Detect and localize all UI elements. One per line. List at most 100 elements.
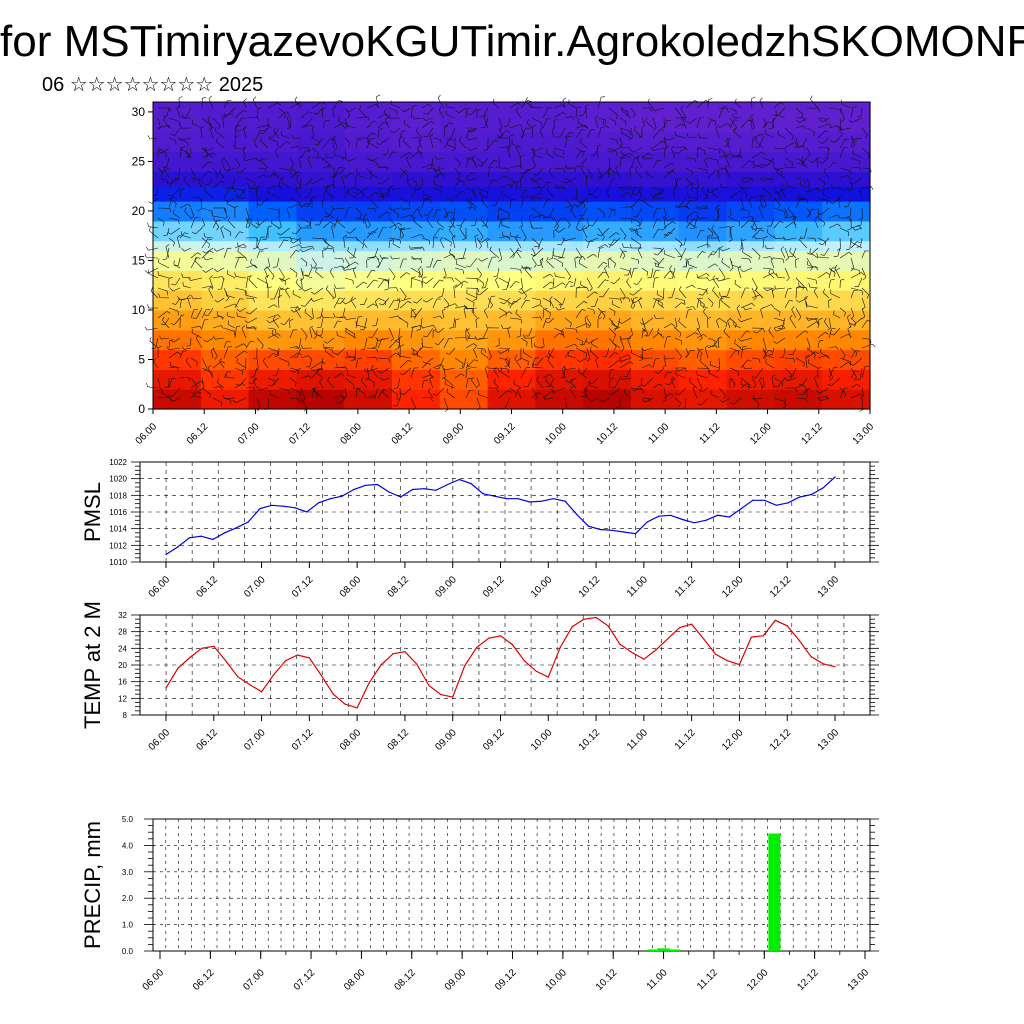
- wind-barb-flag: [433, 328, 438, 331]
- wind-barb-flag: [641, 124, 645, 129]
- wind-barb: [638, 188, 643, 199]
- wind-barb: [300, 245, 313, 249]
- wind-barb: [234, 350, 245, 359]
- wind-barb: [568, 103, 577, 109]
- wind-barb: [817, 319, 820, 329]
- wind-barb: [795, 145, 804, 149]
- wind-barb: [501, 224, 511, 229]
- wind-barb-flag: [295, 171, 297, 176]
- wind-barb-flag: [416, 208, 421, 211]
- pmsl-point: [775, 504, 777, 506]
- wind-barb: [334, 316, 346, 319]
- temp-point: [476, 646, 478, 649]
- wind-barb-flag: [594, 291, 598, 294]
- wind-barb-flag: [532, 173, 537, 176]
- wind-barb-flag: [339, 297, 344, 299]
- wind-barb: [624, 392, 632, 399]
- wind-barb-flag: [408, 245, 412, 250]
- wind-barb: [355, 207, 362, 215]
- wind-barb-flag: [312, 246, 315, 250]
- wind-barb: [483, 117, 489, 129]
- wind-barb: [608, 169, 610, 179]
- wind-barb-flag: [788, 300, 793, 302]
- wind-barb-flag: [220, 225, 224, 229]
- wind-barb-flag: [198, 196, 202, 201]
- wind-barb-flag: [401, 227, 406, 230]
- wind-barb: [421, 325, 434, 329]
- wind-barb-flag: [248, 382, 253, 385]
- wind-barb: [850, 393, 862, 399]
- wind-barb-flag: [209, 275, 213, 279]
- wind-barb-flag: [463, 280, 468, 284]
- wind-barb-flag: [421, 342, 423, 347]
- wind-barb-flag: [459, 137, 462, 141]
- wind-barb-flag: [663, 136, 667, 141]
- wind-barb-flag: [221, 157, 225, 161]
- wind-barb-flag: [798, 383, 803, 386]
- wind-barb: [793, 218, 797, 229]
- wind-barb-flag: [357, 139, 362, 141]
- wind-barb-flag: [631, 300, 635, 303]
- wind-barb-flag: [472, 298, 477, 301]
- wind-barb-flag: [818, 108, 821, 113]
- wind-barb-flag: [333, 175, 338, 178]
- wind-barb: [235, 276, 247, 279]
- wind-barb: [608, 137, 617, 141]
- wind-barb-flag: [332, 296, 336, 300]
- wind-barb-flag: [752, 138, 757, 140]
- wind-barb-flag: [679, 286, 682, 290]
- wind-barb: [507, 147, 511, 159]
- wind-barb-flag: [400, 392, 405, 395]
- wind-barb-flag: [178, 220, 180, 225]
- wind-barb-flag: [236, 308, 240, 312]
- heatmap-cell: [153, 151, 202, 172]
- wind-barb: [751, 247, 761, 257]
- wind-barb-flag: [684, 146, 688, 151]
- precip-ytick-label: 2.0: [122, 894, 134, 903]
- wind-barb: [773, 257, 784, 260]
- precip-xtick-label: 09.00: [443, 967, 469, 993]
- wind-barb-flag: [192, 317, 197, 319]
- wind-barb: [289, 197, 301, 203]
- wind-barb-flag: [539, 316, 543, 321]
- wind-barb: [655, 266, 665, 269]
- wind-barb-flag: [562, 237, 566, 241]
- wind-barb: [795, 177, 805, 181]
- wind-barb-flag: [362, 244, 364, 249]
- temp-ytick-label: 24: [118, 644, 127, 653]
- wind-barb-flag: [375, 357, 378, 361]
- wind-barb-flag: [586, 174, 591, 177]
- wind-barb: [808, 362, 819, 369]
- temp-point: [261, 691, 263, 693]
- wind-barb-flag: [373, 279, 378, 282]
- wind-barb-flag: [645, 117, 648, 122]
- wind-barb-flag: [412, 105, 417, 107]
- wind-barb-flag: [252, 377, 257, 381]
- wind-barb-flag: [578, 115, 583, 117]
- wind-barb: [348, 193, 357, 199]
- wind-barb: [487, 367, 499, 369]
- wind-barb-flag: [177, 296, 180, 300]
- wind-barb: [858, 277, 863, 287]
- wind-barb-flag: [694, 198, 699, 201]
- pmsl-ytick-label: 1018: [109, 491, 127, 500]
- wind-barb-flag: [477, 164, 482, 167]
- wind-barb: [859, 190, 863, 199]
- wind-barb-flag: [662, 140, 666, 144]
- wind-barb-flag: [458, 163, 461, 168]
- wind-barb: [223, 346, 229, 359]
- wind-barb-flag: [629, 166, 634, 169]
- wind-barb: [289, 171, 299, 179]
- wind-barb-flag: [397, 315, 401, 320]
- heatmap-cell: [344, 369, 393, 390]
- wind-barb: [183, 347, 192, 350]
- wind-barb: [259, 387, 269, 391]
- wind-barb-flag: [388, 114, 391, 119]
- wind-barb-flag: [197, 391, 202, 394]
- pmsl-point: [717, 514, 719, 516]
- wind-barb: [377, 211, 388, 219]
- wind-barb-flag: [635, 228, 637, 233]
- wind-barb: [205, 267, 214, 273]
- wind-barb-flag: [370, 196, 373, 200]
- wind-barb: [454, 167, 461, 176]
